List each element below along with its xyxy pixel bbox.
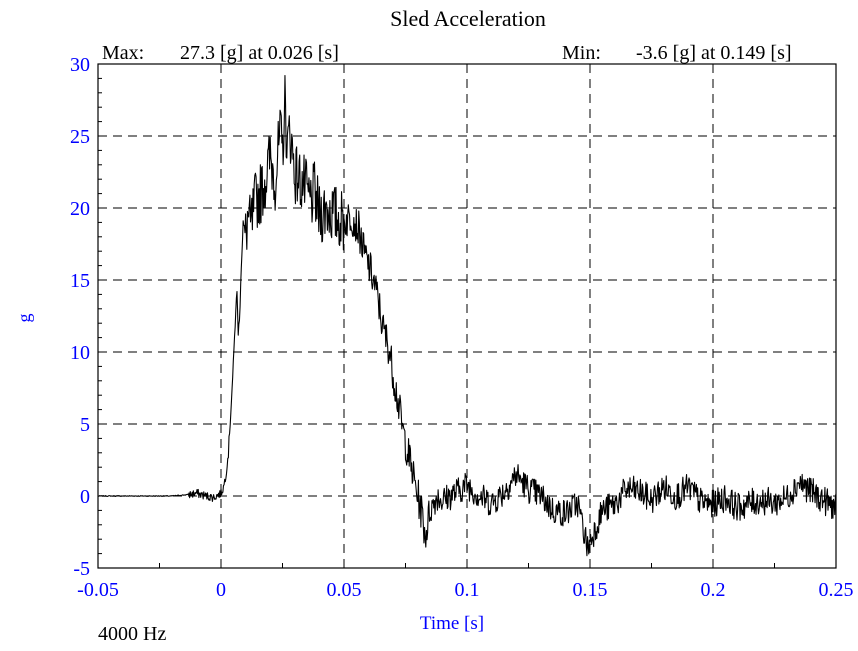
series-layer [97,75,837,557]
y-tick-label: 10 [70,342,90,364]
y-tick-label: 0 [80,486,90,508]
y-tick-label: 15 [70,270,90,292]
x-tick-label: -0.05 [77,579,119,601]
x-tick-label: 0.05 [327,579,362,601]
max-annotation: 27.3 [g] at 0.026 [s] [180,42,339,64]
x-tick-label: 0.1 [455,579,480,601]
x-tick-label: 0.25 [819,579,854,601]
y-tick-label: 30 [70,54,90,76]
y-tick-label: 5 [80,414,90,436]
y-tick-label: 25 [70,126,90,148]
chart-title: Sled Acceleration [390,6,546,31]
x-tick-label: 0.15 [573,579,608,601]
min-annotation: -3.6 [g] at 0.149 [s] [636,42,792,64]
y-tick-label: -5 [73,558,90,580]
min-label: Min: [562,42,601,64]
y-axis-label: g [14,314,34,323]
x-tick-label: 0.2 [701,579,726,601]
x-axis-label: Time [s] [420,613,484,634]
y-tick-label: 20 [70,198,90,220]
plot-frame [97,63,837,569]
x-tick-label: 0 [216,579,226,601]
series-line [97,75,837,557]
sample-rate-footnote: 4000 Hz [98,623,166,645]
max-label: Max: [102,42,144,64]
tick-labels: -0.05 0 0.05 0.1 0.15 0.2 0.25 -5 0 5 10 15 20 25 30 [70,54,854,601]
